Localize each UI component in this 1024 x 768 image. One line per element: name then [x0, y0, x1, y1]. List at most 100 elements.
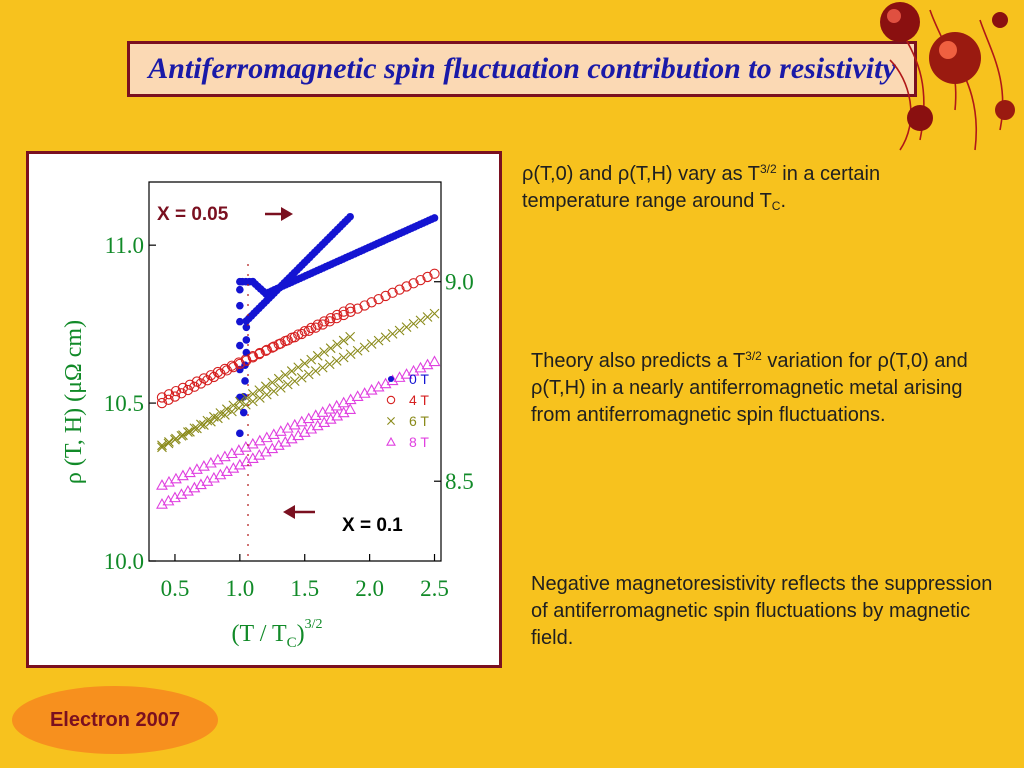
- data-point-x005-8t: [302, 412, 315, 424]
- data-point-x005-4t: [394, 284, 405, 295]
- data-point-x01-6t: [254, 385, 265, 396]
- data-point-x005-6t: [394, 325, 405, 336]
- data-point-x005-8t: [163, 475, 175, 487]
- data-point-x005-8t: [330, 399, 343, 411]
- data-point-x01-4t: [293, 329, 304, 340]
- data-point-x01-4t: [221, 365, 233, 376]
- data-point-x01-4t: [156, 397, 168, 409]
- data-point-x005-0t: [236, 285, 244, 294]
- data-point-x01-6t: [338, 335, 349, 346]
- data-point-x01-6t: [299, 358, 310, 369]
- legend-marker-2: [387, 417, 395, 425]
- data-point-x005-0t: [430, 214, 439, 222]
- data-point-x005-8t: [372, 380, 385, 392]
- annotation-x01: X = 0.1: [342, 515, 403, 536]
- data-point-x01-6t: [286, 366, 297, 376]
- data-point-x01-6t: [319, 347, 330, 357]
- data-point-x01-4t: [234, 358, 245, 370]
- data-point-x01-4t: [163, 394, 174, 405]
- data-point-x01-6t: [345, 331, 356, 342]
- data-point-x005-0t: [236, 301, 244, 310]
- data-point-x005-8t: [337, 396, 350, 408]
- data-point-x005-8t: [253, 434, 266, 446]
- data-point-x005-8t: [281, 421, 294, 433]
- annotation-x005: X = 0.05: [157, 204, 229, 225]
- legend-label-3: 8 T: [409, 434, 429, 450]
- data-point-x005-6t: [178, 430, 188, 441]
- data-point-x005-6t: [289, 376, 300, 387]
- bullet-paragraph-3: Negative magnetoresistivity reflects the…: [531, 573, 993, 649]
- data-point-x01-6t: [183, 427, 193, 437]
- legend: 0 T 4 T 6 T 8 T: [386, 371, 429, 450]
- data-point-x005-8t: [309, 409, 322, 420]
- data-point-x005-6t: [366, 339, 377, 349]
- data-point-x005-6t: [261, 389, 272, 400]
- data-point-x005-4t: [366, 297, 377, 308]
- data-point-x005-8t: [351, 390, 364, 401]
- data-point-x01-4t: [306, 322, 317, 334]
- data-point-x005-8t: [274, 425, 287, 436]
- data-point-x005-4t: [408, 278, 419, 289]
- data-point-x005-4t: [170, 385, 182, 397]
- data-point-x005-8t: [177, 469, 189, 481]
- data-point-x005-4t: [387, 287, 398, 298]
- data-point-x005-8t: [190, 463, 203, 474]
- data-point-x01-4t: [345, 303, 356, 314]
- data-point-x01-0t: [346, 212, 354, 221]
- data-point-x005-8t: [218, 450, 231, 462]
- data-point-x005-4t: [184, 379, 196, 390]
- data-point-x005-8t: [393, 371, 406, 382]
- data-point-x005-6t: [317, 362, 328, 373]
- data-point-x01-6t: [280, 369, 291, 380]
- data-point-x005-4t: [429, 268, 440, 279]
- data-point-x005-8t: [344, 393, 357, 405]
- data-point-x005-8t: [267, 428, 280, 440]
- data-point-x005-6t: [206, 416, 216, 427]
- arrow-left-icon: [283, 505, 315, 519]
- data-point-x01-6t: [332, 339, 343, 350]
- legend-label-2: 6 T: [409, 413, 429, 429]
- decorative-orbs-icon: [880, 2, 1015, 151]
- x-axis-label: (T / TC)3/2: [231, 617, 322, 651]
- data-point-x01-4t: [182, 384, 194, 396]
- data-point-x01-6t: [157, 442, 167, 453]
- data-point-x005-6t: [373, 335, 384, 346]
- data-point-x005-6t: [352, 345, 363, 356]
- data-point-x01-4t: [215, 368, 226, 379]
- data-point-x005-4t: [338, 309, 349, 321]
- data-point-x01-4t: [247, 352, 258, 363]
- legend-label-0: 0 T: [409, 371, 429, 387]
- data-point-x005-4t: [373, 293, 384, 305]
- data-point-x01-6t: [312, 350, 323, 361]
- legend-marker-1: [386, 395, 396, 405]
- data-point-x005-8t: [232, 444, 245, 455]
- data-point-x005-6t: [338, 352, 349, 363]
- footer-badge: Electron 2007: [12, 686, 218, 754]
- slide-title: Antiferromagnetic spin fluctuation contr…: [148, 52, 896, 85]
- data-point-x005-8t: [421, 358, 434, 370]
- data-point-x005-8t: [323, 402, 336, 414]
- data-point-x005-4t: [303, 325, 314, 336]
- bullet-paragraph-1: ρ(T,0) and ρ(T,H) vary as T3/2 in a cert…: [522, 162, 881, 213]
- data-point-x005-6t: [303, 369, 314, 380]
- data-point-x01-4t: [176, 388, 187, 399]
- x-axis-label-main: (T / T: [231, 621, 286, 647]
- x-axis-label-sub: C: [287, 635, 297, 651]
- data-point-x005-0t: [236, 341, 244, 350]
- data-point-x005-8t: [358, 387, 371, 398]
- data-point-x01-6t: [247, 389, 258, 399]
- data-point-x005-4t: [331, 313, 342, 324]
- data-point-x01-6t: [293, 362, 304, 373]
- legend-label-1: 4 T: [409, 392, 429, 408]
- data-point-x01-0t: [241, 377, 249, 385]
- data-point-x01-4t: [241, 355, 252, 366]
- data-point-x005-6t: [380, 332, 391, 343]
- data-point-x01-4t: [312, 319, 323, 330]
- data-point-x01-4t: [208, 371, 220, 383]
- x-tick-label-2: 1.5: [290, 576, 319, 601]
- data-point-x01-6t: [228, 400, 239, 411]
- data-point-x01-6t: [325, 343, 336, 354]
- data-point-x01-6t: [273, 373, 284, 384]
- data-point-x01-4t: [286, 332, 297, 343]
- data-point-x005-6t: [359, 342, 370, 353]
